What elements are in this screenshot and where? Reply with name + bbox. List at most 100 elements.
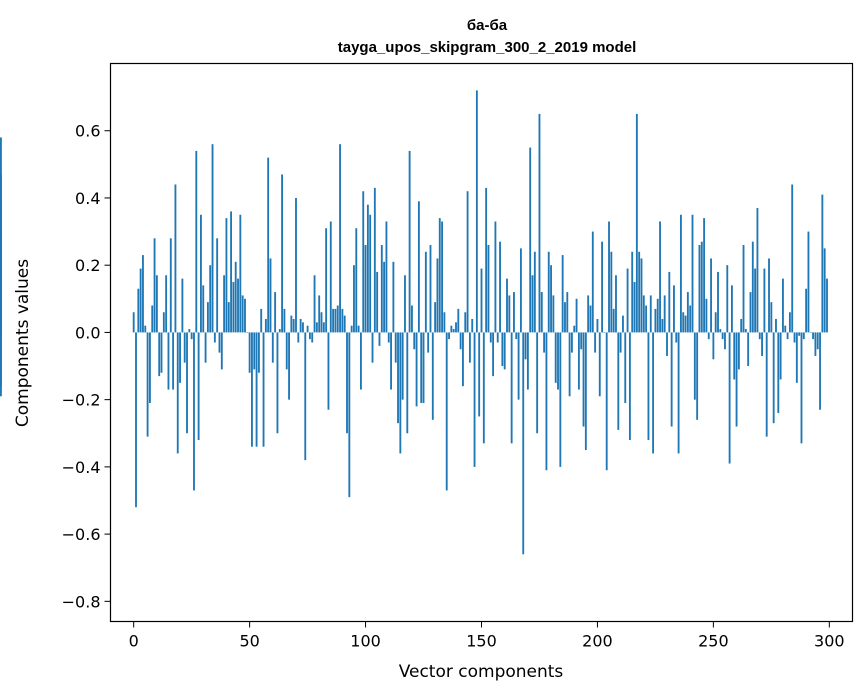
bar-74 — [304, 332, 307, 461]
bar-88 — [336, 305, 339, 333]
bar-4 — [142, 255, 144, 333]
bar-130 — [434, 302, 437, 333]
bar-94 — [350, 325, 353, 333]
bar-297 — [821, 194, 824, 333]
bar-83 — [325, 228, 328, 333]
bar-165 — [515, 332, 518, 340]
bar-41 — [227, 302, 230, 333]
bar-68 — [290, 315, 293, 333]
bar-226 — [656, 298, 659, 333]
bar-150 — [480, 268, 483, 333]
bar-231 — [668, 271, 671, 333]
bar-249 — [710, 258, 712, 333]
bar-196 — [587, 295, 590, 333]
bar-262 — [740, 318, 743, 333]
bar-86 — [332, 308, 335, 333]
bar-174 — [536, 332, 539, 434]
bar-232 — [670, 332, 673, 427]
bar-266 — [749, 292, 752, 333]
bar-131 — [436, 258, 439, 333]
x-tick-label: 300 — [814, 632, 845, 651]
bar-258 — [731, 285, 733, 333]
bar-241 — [691, 214, 694, 333]
bar-54 — [257, 332, 260, 373]
bar-58 — [267, 157, 270, 333]
bar-108 — [383, 261, 386, 333]
bar-51 — [251, 332, 253, 447]
bar-194 — [582, 332, 585, 427]
bar-20 — [179, 332, 181, 383]
bar-263 — [742, 245, 745, 333]
bar-61 — [274, 292, 277, 333]
bar-6 — [146, 332, 149, 437]
bar-63 — [278, 329, 281, 333]
bar-192 — [577, 332, 580, 390]
bar-96 — [355, 228, 358, 333]
bar-25 — [190, 332, 193, 340]
bar-80 — [318, 295, 321, 333]
bar-292 — [809, 332, 812, 333]
bar-11 — [158, 332, 161, 377]
x-tick-label: 150 — [466, 632, 497, 651]
bar-128 — [429, 245, 432, 333]
y-tick-label: 0.6 — [75, 122, 100, 141]
bar-244 — [698, 245, 701, 333]
bar-98 — [360, 332, 362, 390]
bar-236 — [679, 214, 682, 333]
bar-113 — [394, 332, 397, 363]
bar-195 — [584, 332, 587, 451]
x-tick-label: 0 — [129, 632, 139, 651]
bar-31 — [204, 332, 207, 363]
bar-97 — [357, 325, 360, 333]
bar-125 — [422, 332, 425, 404]
bar-104 — [373, 187, 376, 333]
bar-137 — [450, 325, 453, 333]
bar-285 — [793, 332, 796, 343]
bar-220 — [642, 295, 645, 333]
bar-264 — [744, 329, 747, 333]
bar-203 — [603, 332, 606, 333]
x-tick-label: 250 — [698, 632, 729, 651]
y-tick-label: −0.2 — [62, 391, 101, 410]
bar-253 — [719, 329, 722, 333]
bar-177 — [543, 332, 546, 353]
bar-40 — [225, 218, 228, 333]
bar-85 — [329, 221, 332, 333]
bar-286 — [795, 332, 798, 383]
bar-89 — [339, 144, 341, 333]
bar-114 — [397, 332, 399, 424]
bar-179 — [547, 251, 550, 333]
bar-53 — [255, 332, 258, 447]
bar-18 — [174, 184, 177, 333]
bar-213 — [626, 268, 629, 333]
x-tick-label: 200 — [582, 632, 613, 651]
bar-275 — [770, 302, 773, 333]
bar-15 — [167, 332, 170, 390]
y-tick-label: 0.2 — [75, 256, 100, 275]
bar-199 — [594, 332, 597, 353]
bar-5 — [144, 325, 147, 333]
bar-46 — [239, 214, 242, 333]
bar-60 — [271, 332, 274, 363]
bar-247 — [705, 298, 708, 333]
bar-209 — [617, 332, 620, 430]
bar-149 — [478, 332, 481, 417]
bar-0 — [132, 312, 135, 333]
bar-148 — [475, 90, 478, 333]
bar-153 — [487, 245, 490, 333]
bar-55 — [260, 308, 263, 333]
bar-246 — [703, 218, 706, 333]
bar-211 — [622, 315, 624, 333]
bar-257 — [728, 332, 731, 464]
bar-144 — [466, 191, 469, 333]
bar-205 — [608, 221, 610, 333]
bar-163 — [510, 332, 513, 444]
bar-187 — [566, 292, 569, 333]
bar-78 — [313, 275, 316, 333]
bar-107 — [380, 245, 383, 333]
bar-276 — [772, 332, 775, 424]
bar-156 — [494, 221, 497, 333]
bar-138 — [452, 329, 455, 333]
bar-119 — [408, 150, 411, 333]
bar-77 — [311, 332, 314, 343]
